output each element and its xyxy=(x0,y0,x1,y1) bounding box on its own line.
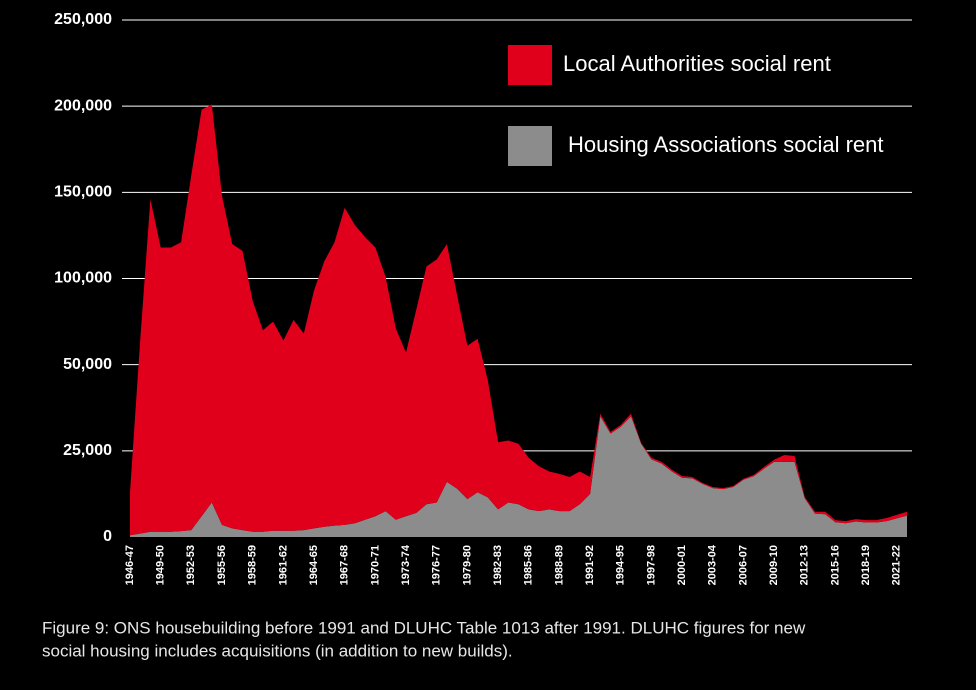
x-tick-label: 1982-83 xyxy=(492,545,504,585)
x-tick-label: 1952-53 xyxy=(185,545,197,585)
x-tick-label: 2021-22 xyxy=(891,545,903,585)
x-tick-label: 1994-95 xyxy=(615,545,627,585)
x-tick-label: 1991-92 xyxy=(584,545,596,585)
x-tick-label: 1955-56 xyxy=(216,545,228,585)
y-tick-label: 25,000 xyxy=(63,442,112,459)
x-tick-label: 1976-77 xyxy=(431,545,443,585)
x-tick-label: 1979-80 xyxy=(461,545,473,585)
legend-swatch xyxy=(508,45,552,85)
x-tick-label: 1961-62 xyxy=(277,545,289,585)
y-tick-label: 150,000 xyxy=(54,184,112,201)
y-tick-label: 50,000 xyxy=(63,356,112,373)
y-tick-label: 0 xyxy=(103,528,112,545)
x-tick-label: 1949-50 xyxy=(155,545,167,585)
caption: Figure 9: ONS housebuilding before 1991 … xyxy=(42,618,806,637)
x-tick-label: 2003-04 xyxy=(707,544,719,585)
x-tick-label: 1997-98 xyxy=(645,545,657,585)
x-tick-label: 2000-01 xyxy=(676,545,688,585)
x-tick-label: 1973-74 xyxy=(400,544,412,585)
y-tick-label: 250,000 xyxy=(54,11,112,28)
legend-label: Local Authorities social rent xyxy=(563,51,831,76)
x-tick-label: 2006-07 xyxy=(737,545,749,585)
x-tick-label: 2018-19 xyxy=(860,545,872,585)
x-tick-label: 2015-16 xyxy=(829,545,841,585)
x-tick-label: 1946-47 xyxy=(124,545,136,585)
legend-label: Housing Associations social rent xyxy=(568,132,884,157)
area xyxy=(130,104,907,536)
area xyxy=(130,416,907,537)
x-tick-label: 2009-10 xyxy=(768,545,780,585)
x-tick-label: 2012-13 xyxy=(799,545,811,585)
caption: social housing includes acquisitions (in… xyxy=(42,641,513,660)
y-tick-label: 200,000 xyxy=(54,97,112,114)
x-tick-label: 1964-65 xyxy=(308,545,320,585)
x-tick-label: 1967-68 xyxy=(339,545,351,585)
x-tick-label: 1970-71 xyxy=(369,545,381,585)
x-tick-label: 1985-86 xyxy=(523,545,535,585)
x-tick-label: 1988-89 xyxy=(553,545,565,585)
x-tick-label: 1958-59 xyxy=(247,545,259,585)
y-tick-label: 100,000 xyxy=(54,270,112,287)
legend-swatch xyxy=(508,126,552,166)
